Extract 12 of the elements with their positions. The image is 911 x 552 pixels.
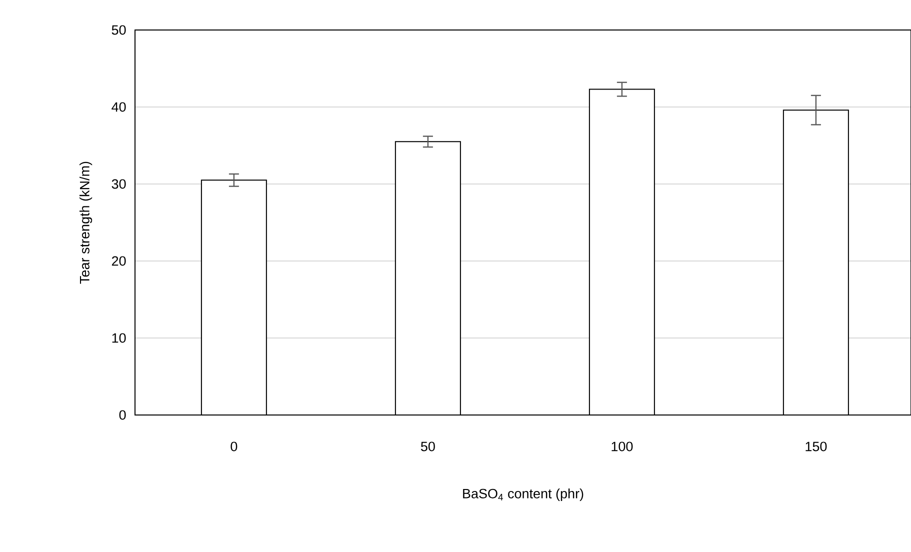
y-tick-label: 30 <box>112 179 126 189</box>
y-tick-label: 50 <box>112 25 126 35</box>
x-axis-title: BaSO$_{4}$ content (phr) <box>463 488 584 502</box>
y-tick-label: 20 <box>112 256 126 266</box>
y-tick-label: 40 <box>112 102 126 112</box>
x-tick-label: 100 <box>612 442 633 452</box>
x-tick-label: 50 <box>420 442 435 452</box>
y-axis-title: Tear strength (kN/m) <box>80 162 92 284</box>
x-tick-label: 150 <box>806 442 827 452</box>
y-tick-label: 10 <box>112 333 126 343</box>
x-tick-label: 0 <box>230 442 238 452</box>
y-tick-label: 0 <box>119 410 126 420</box>
